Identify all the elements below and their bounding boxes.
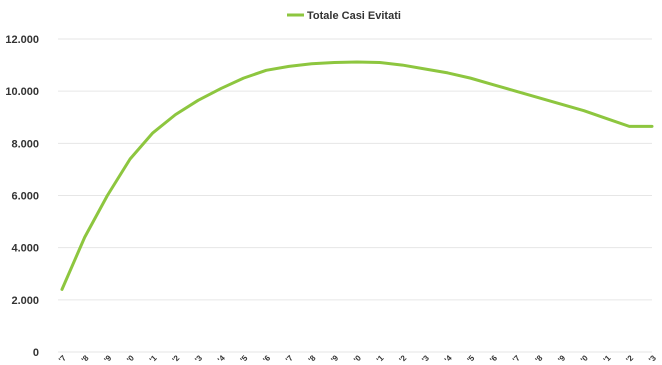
y-tick-label: 10.000 [5, 86, 39, 98]
x-tick-label: '6 [261, 353, 272, 364]
y-tick-label: 8.000 [11, 138, 39, 150]
x-tick-label: '9 [329, 353, 340, 364]
x-tick-label: '8 [80, 353, 91, 364]
x-tick-label: '0 [579, 353, 590, 364]
x-tick-label: '3 [647, 353, 658, 364]
series-layer [60, 60, 654, 291]
x-tick-label: '4 [443, 353, 454, 364]
x-tick-label: '2 [397, 353, 408, 364]
x-tick-label: '1 [148, 353, 159, 364]
x-tick-label: '5 [466, 353, 477, 364]
legend-label: Totale Casi Evitati [307, 10, 401, 22]
x-axis-labels: '7 '8 '9 '0 '1 '2 '3 '4 '5 '6 '7 '8 '9 '0 '1 '2 '3 '4 '5 '6… [57, 353, 658, 364]
x-tick-label: '6 [488, 353, 499, 364]
x-tick-label: '0 [352, 353, 363, 364]
y-tick-label: 4.000 [11, 243, 39, 255]
x-tick-label: '3 [193, 353, 204, 364]
x-tick-label: '2 [624, 353, 635, 364]
series-line [60, 60, 654, 291]
x-tick-label: '7 [57, 353, 68, 364]
y-tick-label: 12.000 [5, 34, 39, 46]
y-tick-label: 2.000 [11, 295, 39, 307]
x-tick-label: '1 [602, 353, 613, 364]
x-tick-label: '2 [171, 353, 182, 364]
x-tick-label: '7 [511, 353, 522, 364]
y-tick-label: 0 [33, 347, 39, 359]
x-tick-label: '8 [307, 353, 318, 364]
grid-layer [58, 38, 652, 353]
x-tick-label: '9 [556, 353, 567, 364]
legend: Totale Casi Evitati [287, 10, 401, 22]
x-tick-label: '1 [375, 353, 386, 364]
x-tick-label: '9 [102, 353, 113, 364]
x-tick-label: '5 [239, 353, 250, 364]
x-tick-label: '3 [420, 353, 431, 364]
y-tick-label: 6.000 [11, 191, 39, 203]
x-tick-label: '7 [284, 353, 295, 364]
x-tick-label: '8 [534, 353, 545, 364]
x-tick-label: '4 [216, 353, 227, 364]
x-tick-label: '0 [125, 353, 136, 364]
y-axis-labels: 0 2.000 4.000 6.000 8.000 10.000 12.000 [5, 34, 39, 359]
